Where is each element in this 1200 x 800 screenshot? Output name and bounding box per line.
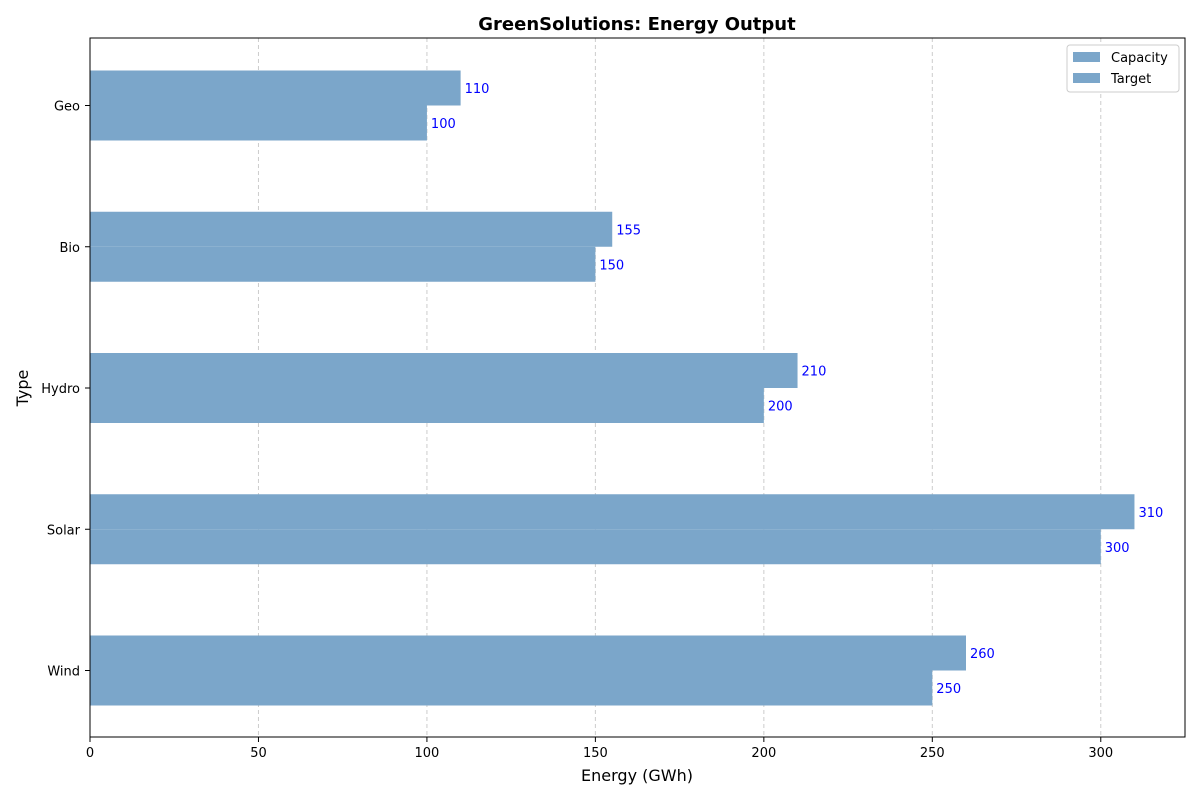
data-label-target-wind: 250 [936, 682, 961, 697]
x-tick-label-100: 100 [415, 746, 440, 761]
data-label-capacity-wind: 260 [970, 647, 995, 662]
data-label-target-geo: 100 [431, 117, 456, 132]
x-tick-label-50: 50 [250, 746, 267, 761]
y-tick-label-bio: Bio [60, 241, 81, 256]
grid [257, 38, 1102, 737]
data-label-capacity-bio: 155 [616, 223, 641, 238]
x-axis-ticks: 0 50 100 150 200 250 300 [86, 737, 1113, 761]
data-label-capacity-solar: 310 [1138, 506, 1163, 521]
x-axis-label: Energy (GWh) [581, 766, 693, 785]
y-tick-label-hydro: Hydro [41, 382, 80, 397]
x-tick-label-200: 200 [751, 746, 776, 761]
bar-capacity-bio [90, 211, 613, 247]
data-label-target-hydro: 200 [768, 400, 793, 415]
y-axis-label: Type [13, 370, 32, 408]
bar-capacity-wind [90, 635, 966, 671]
bar-target-bio [90, 246, 596, 282]
x-tick-label-250: 250 [920, 746, 945, 761]
data-labels: 260 250 310 300 210 200 155 150 110 100 [431, 82, 1163, 697]
legend: Capacity Target [1066, 44, 1180, 93]
legend-swatch-target [1073, 73, 1100, 83]
legend-label-capacity: Capacity [1111, 51, 1168, 66]
y-tick-label-geo: Geo [54, 100, 80, 115]
data-label-target-bio: 150 [599, 258, 624, 273]
data-label-capacity-hydro: 210 [802, 365, 827, 380]
bar-capacity-solar [90, 494, 1135, 530]
bar-capacity-hydro [90, 353, 798, 388]
x-tick-label-300: 300 [1088, 746, 1113, 761]
bar-target-hydro [90, 388, 764, 423]
y-tick-label-wind: Wind [47, 665, 80, 680]
chart-title: GreenSolutions: Energy Output [478, 14, 796, 35]
data-label-capacity-geo: 110 [465, 82, 490, 97]
bar-target-solar [90, 529, 1101, 565]
y-axis-ticks: Wind Solar Hydro Bio Geo [41, 100, 90, 680]
x-tick-label-0: 0 [86, 746, 94, 761]
bars [90, 70, 1135, 706]
bar-target-wind [90, 670, 933, 706]
x-tick-label-150: 150 [583, 746, 608, 761]
data-label-target-solar: 300 [1105, 541, 1130, 556]
y-tick-label-solar: Solar [47, 523, 81, 538]
bar-target-geo [90, 105, 427, 141]
legend-swatch-capacity [1073, 52, 1100, 62]
bar-capacity-geo [90, 70, 461, 106]
legend-label-target: Target [1110, 72, 1151, 87]
